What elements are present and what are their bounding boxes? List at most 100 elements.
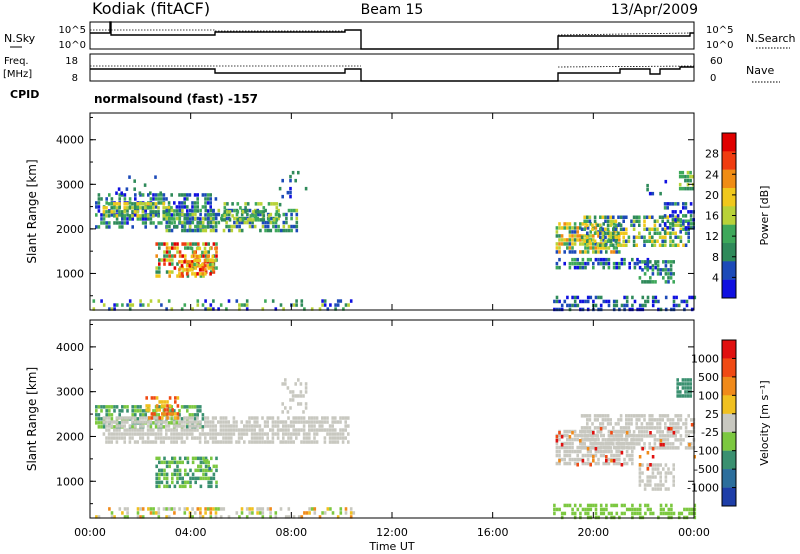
velocity-pixel [292, 440, 295, 444]
velocity-pixel [336, 420, 340, 424]
power-pixel [625, 243, 628, 247]
velocity-pixel [102, 420, 106, 424]
velocity-pixel [199, 515, 202, 519]
velocity-pixel [105, 420, 108, 424]
power-pixel [594, 303, 598, 308]
velocity-pixel [227, 440, 230, 444]
power-pixel [92, 307, 96, 311]
velocity-pixel [235, 511, 239, 515]
velocity-pixel [178, 409, 181, 413]
power-pixel [220, 214, 224, 218]
velocity-pixel [620, 463, 624, 467]
power-pixel [684, 243, 688, 247]
power-pixel [149, 210, 152, 214]
velocity-pixel [643, 487, 647, 491]
velocity-pixel [158, 460, 161, 465]
power-pixel [181, 242, 184, 246]
velocity-pixel [680, 511, 684, 516]
power-pixel [152, 221, 155, 225]
power-pixel [118, 213, 121, 217]
velocity-pixel [224, 432, 228, 436]
velocity-pixel [128, 432, 132, 436]
power-pixel [558, 238, 561, 242]
velocity-pixel [648, 442, 651, 446]
power-pixel [158, 266, 161, 270]
velocity-pixel [304, 386, 308, 390]
velocity-pixel [210, 484, 213, 489]
velocity-pixel [313, 424, 316, 428]
velocity-pixel [658, 426, 662, 430]
power-pixel [133, 202, 137, 206]
velocity-pixel [661, 418, 664, 422]
power-pixel [121, 303, 124, 307]
power-pixel [110, 206, 113, 210]
velocity-pixel [609, 422, 612, 426]
velocity-pixel [625, 449, 629, 454]
power-pixel [193, 205, 197, 209]
power-pixel [573, 257, 577, 262]
velocity-pixel [139, 424, 142, 428]
power-pixel [282, 228, 286, 233]
velocity-pixel [299, 394, 303, 398]
velocity-pixel [269, 507, 272, 511]
power-pixel [171, 242, 174, 246]
velocity-pixel [625, 434, 628, 438]
power-pixel [588, 239, 592, 243]
velocity-pixel [648, 422, 651, 426]
velocity-pixel [625, 438, 628, 442]
velocity-pixel [256, 420, 259, 424]
power-pixel [199, 220, 202, 225]
power-pixel [323, 299, 327, 303]
velocity-pixel [310, 440, 314, 444]
velocity-pixel [145, 396, 148, 400]
velocity-pixel [281, 410, 284, 414]
velocity-pixel [555, 449, 559, 454]
power-pixel [619, 215, 623, 219]
velocity-pixel [576, 449, 579, 454]
velocity-pixel [334, 436, 337, 440]
power-pixel [249, 218, 253, 222]
velocity-pixel [579, 515, 582, 520]
velocity-pixel [555, 439, 559, 443]
power-pixel [201, 224, 205, 229]
velocity-pixel [606, 446, 610, 450]
velocity-pixel [614, 434, 618, 438]
power-pixel [599, 223, 602, 227]
velocity-pixel [640, 434, 644, 438]
velocity-pixel [287, 428, 290, 432]
power-pixel [654, 280, 657, 284]
velocity-pixel [349, 515, 353, 519]
velocity-pixel [174, 416, 177, 420]
power-pixel [108, 221, 111, 225]
power-pixel [615, 230, 618, 234]
power-pixel [167, 299, 171, 303]
power-pixel [623, 307, 626, 312]
velocity-pixel [159, 432, 163, 436]
power-pixel [295, 228, 299, 233]
velocity-pixel [648, 426, 651, 430]
velocity-pixel [662, 511, 665, 516]
velocity-pixel [245, 432, 249, 436]
power-pixel [691, 174, 695, 179]
velocity-pixel [115, 416, 119, 420]
velocity-pixel [610, 515, 613, 520]
velocity-pixel [645, 426, 649, 430]
velocity-pixel [651, 422, 654, 426]
velocity-pixel [133, 424, 137, 428]
power-pixel [597, 250, 600, 254]
velocity-pixel [302, 410, 305, 414]
velocity-pixel [612, 453, 616, 458]
velocity-pixel [97, 515, 101, 519]
velocity-pixel [643, 414, 646, 418]
power-pixel [684, 174, 687, 179]
velocity-pixel [115, 405, 119, 409]
power-pixel [136, 202, 139, 206]
velocity-pixel [191, 413, 194, 417]
power-pixel [597, 261, 600, 266]
velocity-pixel [573, 461, 577, 466]
velocity-pixel [126, 420, 129, 424]
power-pixel [349, 299, 353, 303]
velocity-pixel [144, 416, 147, 420]
velocity-pixel [304, 406, 308, 410]
power-colorbar-segment [722, 279, 736, 299]
